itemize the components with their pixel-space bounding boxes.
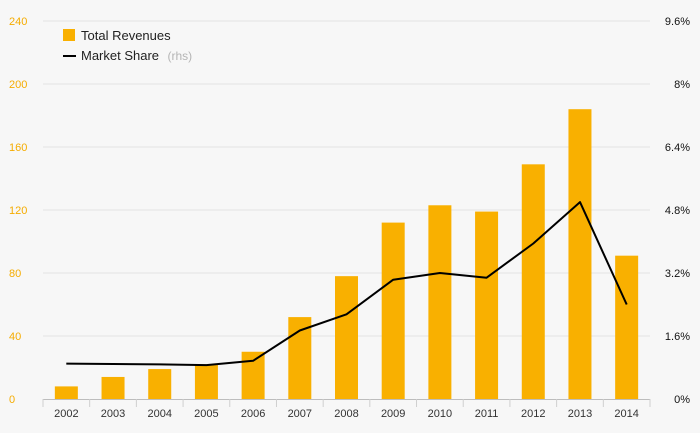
market-share-line	[66, 201, 628, 367]
x-tick-label: 2014	[614, 408, 638, 420]
legend-label-total-revenues: Total Revenues	[81, 28, 171, 43]
y-right-tick-label: 0%	[674, 394, 690, 406]
bar-2012	[521, 164, 545, 399]
x-tick-label: 2007	[288, 408, 312, 420]
legend-label-market-share: Market Share (rhs)	[81, 47, 192, 64]
x-tick-label: 2008	[334, 408, 358, 420]
y-right-tick-label: 4.8%	[665, 205, 690, 217]
bar-2006	[241, 351, 265, 399]
axes: 0 40 80 120 160 200 240 0% 1.6% 3.2% 4.8% 6.4% 8% 9.6…	[9, 16, 690, 420]
x-tick-label: 2004	[147, 408, 171, 420]
y-right-tick-label: 1.6%	[665, 331, 690, 343]
y-left-tick-label: 200	[9, 79, 27, 91]
y-right-tick-label: 6.4%	[665, 142, 690, 154]
x-tick-label: 2002	[54, 408, 78, 420]
bar-2014	[615, 255, 639, 399]
y-left-tick-label: 40	[9, 331, 21, 343]
x-tick-label: 2009	[381, 408, 405, 420]
y-left-tick-label: 80	[9, 268, 21, 280]
gridlines	[43, 20, 650, 337]
x-tick-label: 2003	[101, 408, 125, 420]
legend-label-market-share-suffix: (rhs)	[168, 49, 193, 63]
y-left-tick-label: 240	[9, 16, 27, 28]
y-left-tick-label: 0	[9, 394, 15, 406]
x-tick-label: 2013	[568, 408, 592, 420]
bar-2004	[148, 369, 172, 399]
revenue-bars	[54, 109, 639, 399]
market-share-line-group	[66, 201, 628, 367]
y-right-tick-label: 3.2%	[665, 268, 690, 280]
bar-2008	[335, 276, 358, 399]
bar-2007	[288, 317, 312, 399]
x-tick-label: 2011	[475, 408, 499, 420]
legend-swatch-total-revenues	[63, 29, 75, 41]
y-right-tick-label: 8%	[674, 79, 690, 91]
y-right-tick-label: 9.6%	[665, 16, 690, 28]
x-tick-label: 2012	[521, 408, 545, 420]
bar-2009	[381, 222, 405, 399]
x-tick-label: 2005	[194, 408, 218, 420]
y-left-tick-label: 160	[9, 142, 27, 154]
bar-2010	[428, 205, 452, 399]
bar-2003	[101, 376, 125, 399]
y-left-tick-label: 120	[9, 205, 27, 217]
bar-2011	[475, 211, 499, 399]
x-tick-label: 2010	[428, 408, 452, 420]
x-tick-label: 2006	[241, 408, 265, 420]
bar-2005	[194, 364, 218, 399]
bar-2013	[568, 109, 592, 399]
legend: Total Revenues Market Share (rhs)	[63, 28, 192, 64]
bar-2002	[54, 386, 78, 399]
legend-label-market-share-name: Market Share	[81, 48, 159, 63]
